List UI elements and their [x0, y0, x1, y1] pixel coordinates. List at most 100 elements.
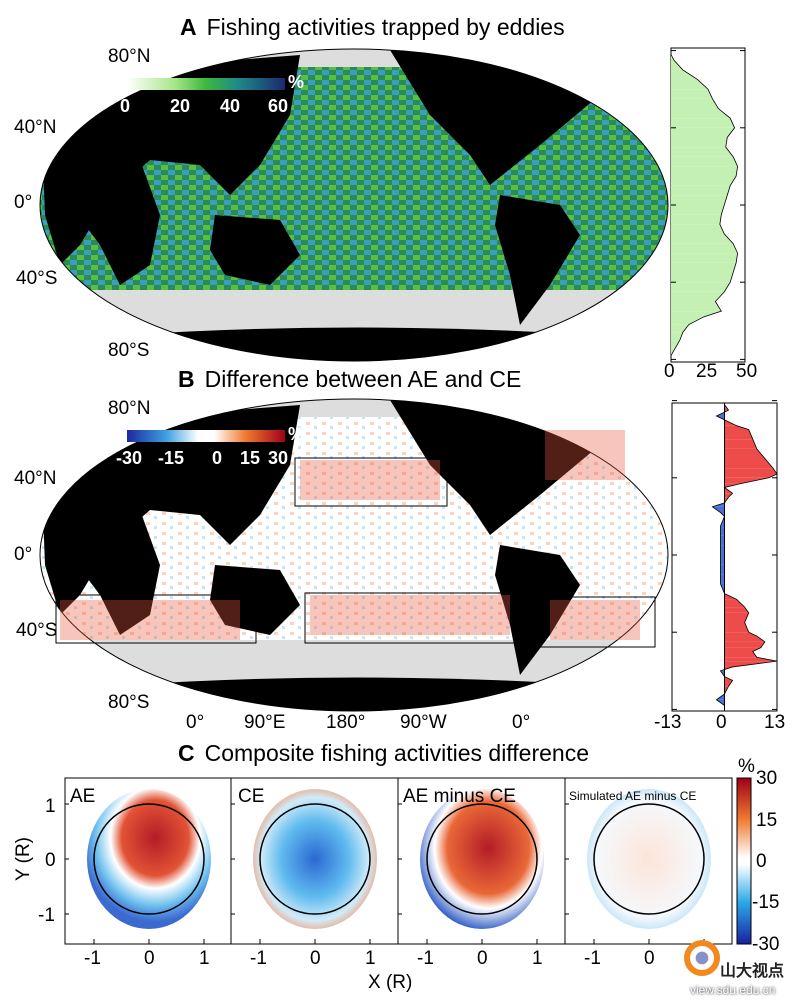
- profile-area-segment: [724, 473, 777, 478]
- lat-label: 80°N: [108, 398, 151, 419]
- profile-area-segment: [724, 657, 777, 662]
- watermark-url: view.sdu.edu.cn: [690, 983, 776, 997]
- x-tick: 1: [199, 948, 210, 969]
- colorbar-c: [736, 777, 752, 945]
- colorbar-tick: 15: [240, 448, 261, 468]
- x-tick: -1: [84, 948, 101, 969]
- colorbar-tick: 60: [268, 96, 289, 116]
- colorbar-tick: 30: [756, 768, 778, 789]
- profile-area-segment: [724, 651, 757, 658]
- profile-area-segment: [671, 233, 734, 244]
- x-tick: -13: [654, 712, 682, 733]
- profile-area-segment: [724, 607, 749, 613]
- positive-anomaly-patch: [60, 600, 240, 640]
- colorbar-b: [127, 430, 285, 442]
- profile-area-segment: [671, 89, 713, 99]
- profile-area-segment: [724, 458, 773, 469]
- profile-area-segment: [724, 425, 749, 430]
- profile-area-segment: [671, 118, 735, 128]
- panel-b-title: B Difference between AE and CE: [178, 366, 522, 392]
- profile-area-segment: [671, 340, 680, 348]
- profile-area-segment: [720, 564, 725, 575]
- profile-area-segment: [671, 176, 737, 186]
- subpanel-label: AE minus CE: [403, 786, 516, 807]
- profile-area-segment: [720, 555, 725, 565]
- profile-area-segment: [671, 79, 708, 90]
- profile-area-segment: [671, 311, 722, 317]
- profile-area-segment: [724, 636, 765, 642]
- lat-label: 40°S: [16, 268, 58, 289]
- region-box: [55, 594, 257, 644]
- profile-area-segment: [671, 262, 737, 273]
- composite-field: [87, 789, 211, 929]
- x-tick: -1: [417, 948, 434, 969]
- profile-area-segment: [671, 127, 735, 138]
- lat-label: 80°S: [108, 692, 150, 713]
- lat-label: 80°N: [108, 46, 151, 67]
- profile-area-segment: [724, 477, 769, 484]
- landmass: [210, 215, 300, 285]
- colorbar-tick: 0: [212, 448, 223, 468]
- colorbar-tick: -30: [116, 448, 143, 468]
- colorbar-tick: -15: [158, 448, 185, 468]
- colorbar-tick: -15: [752, 892, 780, 913]
- region-box: [304, 592, 521, 644]
- profile-area-segment: [724, 439, 757, 449]
- y-tick: 1: [45, 796, 56, 817]
- profile-area-segment: [720, 574, 725, 584]
- profile-area-segment: [724, 599, 745, 608]
- eddy-boundary-circle: [593, 803, 705, 915]
- profile-area-segment: [671, 272, 734, 283]
- colorbar-tick: 15: [756, 810, 778, 831]
- colorbar-tick: 0: [756, 851, 767, 872]
- lat-label: 40°N: [14, 468, 57, 489]
- profile-area-segment: [724, 641, 765, 648]
- composite-field: [587, 789, 711, 929]
- profile-area-segment: [720, 545, 725, 555]
- colorbar-tick: -30: [752, 934, 780, 955]
- x-tick: 50: [736, 361, 758, 382]
- colorbar-tick: 40: [220, 96, 241, 116]
- profile-area-segment: [671, 60, 683, 70]
- profile-area-segment: [671, 98, 719, 109]
- profile-area-segment: [671, 214, 722, 225]
- profile-area-segment: [671, 253, 738, 263]
- x-tick: 13: [764, 712, 786, 733]
- panel-a-title: A Fishing activities trapped by eddies: [180, 14, 565, 40]
- subpanel-label: Simulated AE minus CE: [569, 789, 697, 803]
- profile-area-segment: [671, 137, 728, 148]
- profile-area-segment: [712, 506, 725, 513]
- positive-anomaly-patch: [310, 595, 510, 635]
- lat-label: 0°: [14, 192, 33, 213]
- colorbar-a: [127, 78, 285, 90]
- watermark-name: 山大视点: [720, 963, 785, 980]
- region-box: [294, 457, 448, 507]
- y-tick: 0: [45, 850, 56, 871]
- profile-area-segment: [724, 448, 765, 459]
- x-tick: 0: [310, 948, 321, 969]
- profile-area-segment: [720, 526, 725, 536]
- lon-label: 90°W: [400, 712, 447, 733]
- profile-area-segment: [724, 429, 753, 440]
- profile-area-segment: [671, 166, 738, 177]
- colorbar-tick: 20: [170, 96, 191, 116]
- positive-anomaly-patch: [545, 430, 625, 480]
- profile-area-segment: [724, 468, 777, 474]
- composite-field: [253, 789, 377, 929]
- lon-label: 180°: [326, 712, 366, 733]
- subpanel-label: AE: [70, 786, 96, 807]
- profile-area-segment: [724, 680, 733, 687]
- panel-c-title: C Composite fishing activities difference: [178, 740, 589, 766]
- lon-label: 0°: [512, 712, 531, 733]
- x-tick: 25: [696, 361, 718, 382]
- colorbar-unit: %: [288, 424, 305, 444]
- profile-area-segment: [671, 301, 722, 312]
- profile-area-segment: [724, 647, 761, 652]
- y-tick: -1: [38, 905, 55, 926]
- profile-area-segment: [671, 185, 731, 196]
- profile-area-segment: [724, 493, 733, 498]
- eddy-boundary-circle: [93, 803, 205, 915]
- landmass: [60, 677, 660, 711]
- lat-label: 40°S: [16, 620, 58, 641]
